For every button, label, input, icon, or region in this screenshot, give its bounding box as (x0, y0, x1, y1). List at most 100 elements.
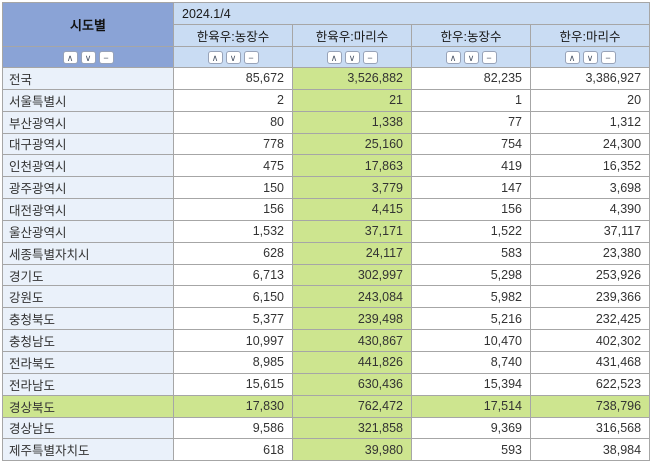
sort-asc-button[interactable]: ∧ (326, 51, 342, 65)
value-cell[interactable]: 156 (173, 198, 293, 221)
value-cell[interactable]: 37,171 (292, 219, 412, 243)
value-cell[interactable]: 15,394 (411, 372, 531, 396)
value-cell[interactable]: 10,997 (173, 329, 293, 352)
value-cell[interactable]: 4,390 (529, 198, 651, 221)
value-cell[interactable]: 316,568 (529, 416, 651, 440)
value-cell[interactable]: 253,926 (529, 263, 651, 287)
column-header-hanwoo-heads[interactable]: 한우:마리수 (529, 24, 651, 47)
column-header-hanyukwoo-heads[interactable]: 한육우:마리수 (292, 24, 412, 47)
value-cell[interactable]: 431,468 (529, 350, 651, 374)
region-cell[interactable]: 강원도 (2, 285, 174, 309)
value-cell[interactable]: 25,160 (292, 132, 412, 156)
value-cell[interactable]: 618 (173, 438, 293, 461)
sort-desc-button[interactable]: ∨ (80, 51, 96, 65)
region-cell[interactable]: 경기도 (2, 263, 174, 287)
value-cell[interactable]: 321,858 (292, 416, 412, 440)
remove-column-button[interactable]: − (600, 51, 616, 65)
value-cell[interactable]: 475 (173, 154, 293, 178)
region-cell[interactable]: 전국 (2, 67, 174, 90)
value-cell[interactable]: 17,830 (173, 394, 293, 418)
region-cell[interactable]: 대전광역시 (2, 198, 174, 221)
sort-asc-button[interactable]: ∧ (445, 51, 461, 65)
value-cell[interactable]: 156 (411, 198, 531, 221)
sort-desc-button[interactable]: ∨ (225, 51, 241, 65)
region-cell[interactable]: 경상북도 (2, 394, 174, 418)
value-cell[interactable]: 15,615 (173, 372, 293, 396)
value-cell[interactable]: 430,867 (292, 329, 412, 352)
value-cell[interactable]: 243,084 (292, 285, 412, 309)
value-cell[interactable]: 3,698 (529, 176, 651, 200)
sort-desc-button[interactable]: ∨ (463, 51, 479, 65)
value-cell[interactable]: 8,985 (173, 350, 293, 374)
value-cell[interactable]: 630,436 (292, 372, 412, 396)
value-cell[interactable]: 1 (411, 88, 531, 112)
region-cell[interactable]: 서울특별시 (2, 88, 174, 112)
value-cell[interactable]: 17,863 (292, 154, 412, 178)
value-cell[interactable]: 9,369 (411, 416, 531, 440)
value-cell[interactable]: 778 (173, 132, 293, 156)
value-cell[interactable]: 16,352 (529, 154, 651, 178)
remove-column-button[interactable]: − (481, 51, 497, 65)
value-cell[interactable]: 5,216 (411, 307, 531, 331)
value-cell[interactable]: 6,713 (173, 263, 293, 287)
region-cell[interactable]: 광주광역시 (2, 176, 174, 200)
sort-desc-button[interactable]: ∨ (344, 51, 360, 65)
value-cell[interactable]: 8,740 (411, 350, 531, 374)
region-cell[interactable]: 세종특별자치시 (2, 241, 174, 265)
value-cell[interactable]: 628 (173, 241, 293, 265)
value-cell[interactable]: 583 (411, 241, 531, 265)
value-cell[interactable]: 150 (173, 176, 293, 200)
region-cell[interactable]: 충청북도 (2, 307, 174, 331)
remove-column-button[interactable]: − (243, 51, 259, 65)
region-cell[interactable]: 전라북도 (2, 350, 174, 374)
value-cell[interactable]: 9,586 (173, 416, 293, 440)
value-cell[interactable]: 402,302 (529, 329, 651, 352)
value-cell[interactable]: 38,984 (529, 438, 651, 461)
value-cell[interactable]: 80 (173, 110, 293, 134)
value-cell[interactable]: 1,532 (173, 219, 293, 243)
sort-asc-button[interactable]: ∧ (62, 51, 78, 65)
value-cell[interactable]: 37,117 (529, 219, 651, 243)
region-cell[interactable]: 인천광역시 (2, 154, 174, 178)
remove-column-button[interactable]: − (98, 51, 114, 65)
region-cell[interactable]: 울산광역시 (2, 219, 174, 243)
value-cell[interactable]: 622,523 (529, 372, 651, 396)
value-cell[interactable]: 82,235 (411, 67, 531, 90)
value-cell[interactable]: 1,338 (292, 110, 412, 134)
value-cell[interactable]: 77 (411, 110, 531, 134)
value-cell[interactable]: 3,386,927 (529, 67, 651, 90)
value-cell[interactable]: 441,826 (292, 350, 412, 374)
value-cell[interactable]: 239,366 (529, 285, 651, 309)
value-cell[interactable]: 10,470 (411, 329, 531, 352)
value-cell[interactable]: 85,672 (173, 67, 293, 90)
value-cell[interactable]: 738,796 (529, 394, 651, 418)
region-cell[interactable]: 대구광역시 (2, 132, 174, 156)
value-cell[interactable]: 232,425 (529, 307, 651, 331)
column-header-hanyukwoo-farms[interactable]: 한육우:농장수 (173, 24, 293, 47)
value-cell[interactable]: 593 (411, 438, 531, 461)
sort-desc-button[interactable]: ∨ (582, 51, 598, 65)
region-cell[interactable]: 제주특별자치도 (2, 438, 174, 461)
region-cell[interactable]: 경상남도 (2, 416, 174, 440)
value-cell[interactable]: 23,380 (529, 241, 651, 265)
value-cell[interactable]: 419 (411, 154, 531, 178)
value-cell[interactable]: 3,526,882 (292, 67, 412, 90)
value-cell[interactable]: 239,498 (292, 307, 412, 331)
value-cell[interactable]: 302,997 (292, 263, 412, 287)
value-cell[interactable]: 5,377 (173, 307, 293, 331)
value-cell[interactable]: 2 (173, 88, 293, 112)
value-cell[interactable]: 17,514 (411, 394, 531, 418)
column-header-hanwoo-farms[interactable]: 한우:농장수 (411, 24, 531, 47)
value-cell[interactable]: 1,312 (529, 110, 651, 134)
sort-asc-button[interactable]: ∧ (207, 51, 223, 65)
value-cell[interactable]: 24,300 (529, 132, 651, 156)
value-cell[interactable]: 21 (292, 88, 412, 112)
value-cell[interactable]: 4,415 (292, 198, 412, 221)
value-cell[interactable]: 5,298 (411, 263, 531, 287)
value-cell[interactable]: 3,779 (292, 176, 412, 200)
value-cell[interactable]: 24,117 (292, 241, 412, 265)
sort-asc-button[interactable]: ∧ (564, 51, 580, 65)
value-cell[interactable]: 754 (411, 132, 531, 156)
value-cell[interactable]: 20 (529, 88, 651, 112)
value-cell[interactable]: 1,522 (411, 219, 531, 243)
